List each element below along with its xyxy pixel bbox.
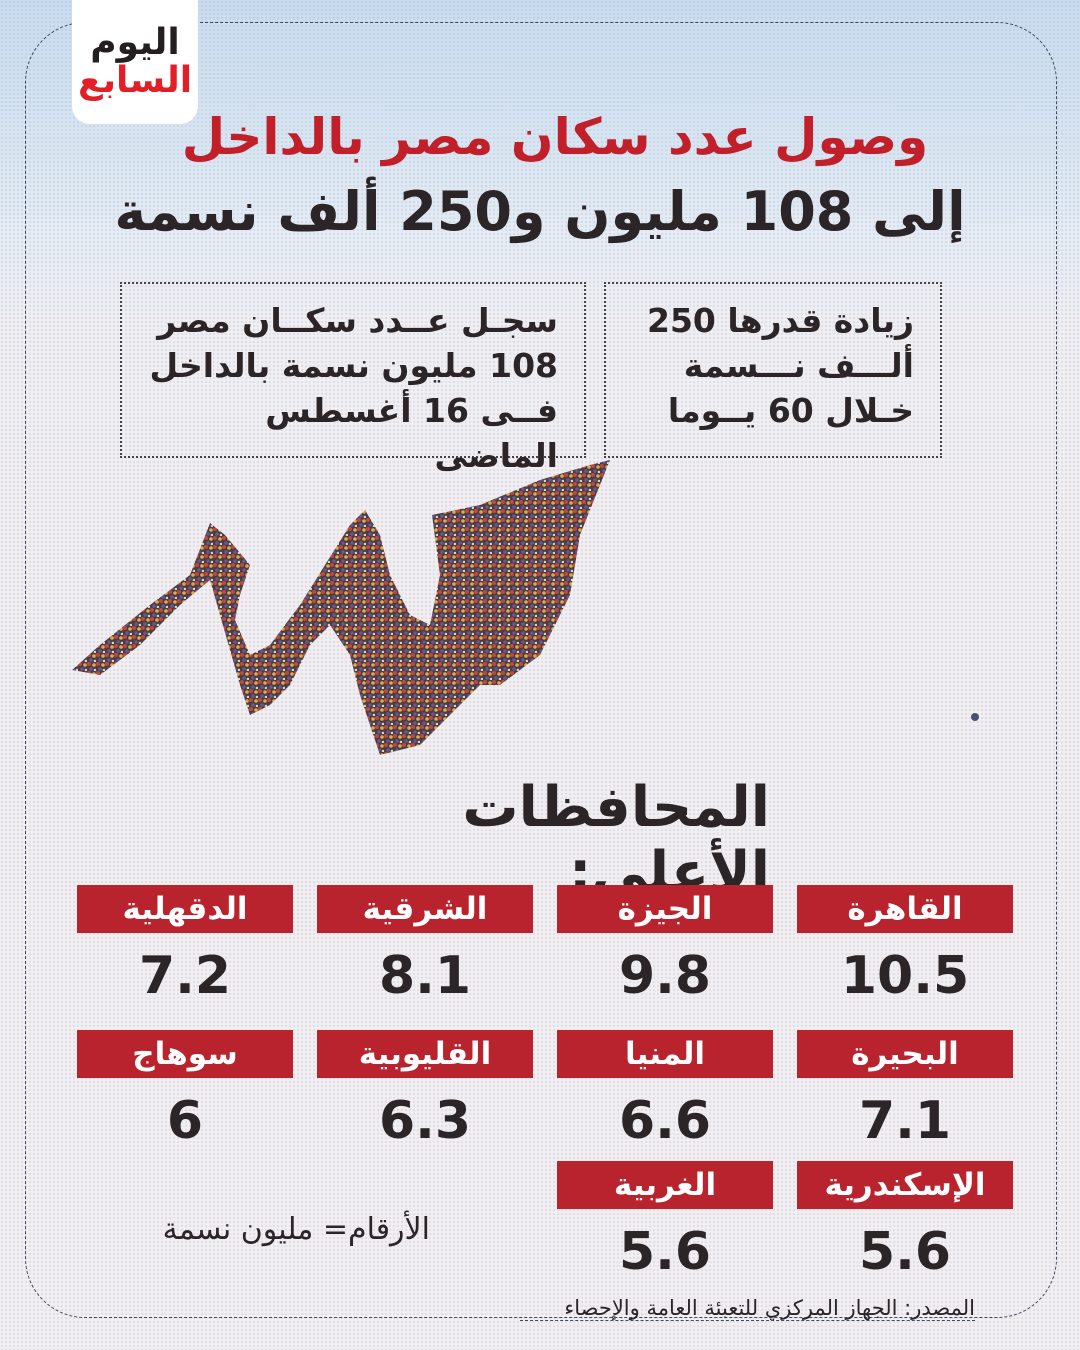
info-line: ألـــف نـــسمة — [683, 346, 914, 385]
governorate-name: الدقهلية — [77, 885, 293, 933]
info-line: زيادة قدرها 250 — [646, 301, 914, 340]
governorate-name: الإسكندرية — [797, 1161, 1013, 1209]
governorate-value: 5.6 — [618, 1222, 712, 1282]
governorate-value: 7.1 — [858, 1091, 952, 1151]
governorate-name: المنيا — [557, 1030, 773, 1078]
governorate-card: سوهاج 6 — [77, 1030, 293, 1156]
brand-logo: اليوم السابع — [72, 0, 198, 124]
governorate-value: 5.6 — [858, 1222, 952, 1282]
headline-line-2: إلى 108 مليون و250 ألف نسمة — [114, 180, 966, 243]
governorate-name: القاهرة — [797, 885, 1013, 933]
info-box-record: سجـل عــدد سكــان مصر 108 مليون نسمة بال… — [120, 282, 586, 475]
headline-line-1: وصول عدد سكان مصر بالداخل — [181, 108, 929, 166]
governorate-card: الغربية 5.6 — [557, 1161, 773, 1287]
governorate-card: البحيرة 7.1 — [797, 1030, 1013, 1156]
governorate-card: القاهرة 10.5 — [797, 885, 1013, 1011]
units-note: الأرقام= مليون نسمة — [162, 1212, 430, 1247]
governorate-card: الإسكندرية 5.6 — [797, 1161, 1013, 1287]
info-line: فــى 16 أغسطس الماضى — [265, 391, 558, 475]
logo-line-1: اليوم — [90, 22, 181, 63]
governorate-value: 6.6 — [618, 1091, 712, 1151]
governorate-card: المنيا 6.6 — [557, 1030, 773, 1156]
crowd-growth-arrow-illustration — [72, 460, 979, 755]
governorate-value: 8.1 — [378, 946, 472, 1006]
info-line: خـلال 60 يــوما — [667, 391, 914, 430]
governorate-card: الجيزة 9.8 — [557, 885, 773, 1011]
governorate-name: البحيرة — [797, 1030, 1013, 1078]
governorate-card: الشرقية 8.1 — [317, 885, 533, 1011]
info-line: 108 مليون نسمة بالداخل — [149, 346, 558, 385]
governorate-value: 9.8 — [618, 946, 712, 1006]
governorate-value: 6 — [166, 1091, 204, 1151]
governorate-name: سوهاج — [77, 1030, 293, 1078]
logo-line-2: السابع — [77, 60, 193, 101]
governorate-card: الدقهلية 7.2 — [77, 885, 293, 1011]
governorate-card: القليوبية 6.3 — [317, 1030, 533, 1156]
info-line: سجـل عــدد سكــان مصر — [157, 301, 558, 340]
info-box-increase: زيادة قدرها 250 ألـــف نـــسمة خـلال 60 … — [604, 282, 942, 458]
governorate-name: القليوبية — [317, 1030, 533, 1078]
governorate-name: الشرقية — [317, 885, 533, 933]
governorate-name: الغربية — [557, 1161, 773, 1209]
governorate-value: 10.5 — [840, 946, 970, 1006]
governorate-value: 7.2 — [138, 946, 232, 1006]
governorate-name: الجيزة — [557, 885, 773, 933]
source-credit: المصدر: الجهاز المركزي للتعبئة العامة وا… — [520, 1296, 975, 1321]
governorate-value: 6.3 — [378, 1091, 472, 1151]
